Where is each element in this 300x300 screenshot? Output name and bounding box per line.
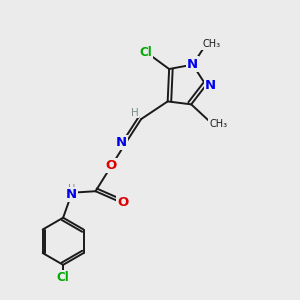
Text: N: N xyxy=(187,58,198,70)
Text: CH₃: CH₃ xyxy=(202,39,220,49)
Text: Cl: Cl xyxy=(57,271,70,284)
Text: O: O xyxy=(105,159,116,172)
Text: N: N xyxy=(205,79,216,92)
Text: H: H xyxy=(131,108,139,118)
Text: Cl: Cl xyxy=(139,46,152,59)
Text: N: N xyxy=(116,136,127,149)
Text: H: H xyxy=(68,184,75,194)
Text: CH₃: CH₃ xyxy=(209,119,227,129)
Text: N: N xyxy=(66,188,77,201)
Text: O: O xyxy=(117,196,128,208)
